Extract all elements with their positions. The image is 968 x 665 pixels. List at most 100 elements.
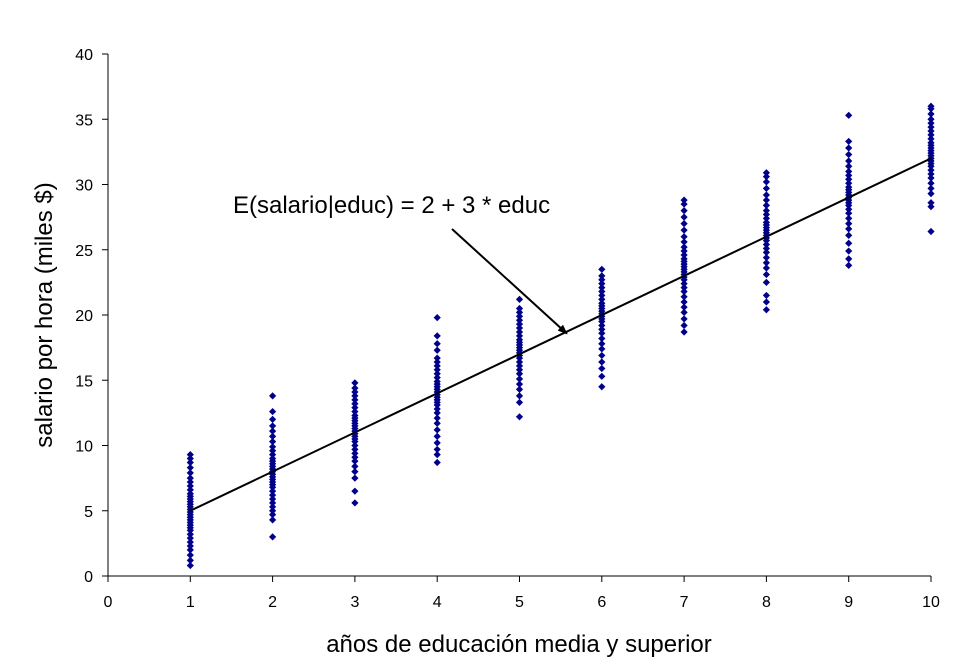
data-point: [186, 490, 194, 498]
data-point: [927, 127, 935, 135]
data-point: [762, 264, 770, 272]
data-point: [845, 225, 853, 233]
data-point: [598, 280, 606, 288]
y-tick-label: 15: [75, 373, 93, 390]
data-point: [515, 358, 524, 366]
data-point: [762, 253, 770, 262]
data-point: [680, 328, 688, 336]
data-point: [186, 469, 194, 477]
x-tick-label: 10: [922, 594, 940, 611]
data-point: [433, 374, 441, 382]
data-point: [269, 503, 277, 511]
data-point: [515, 316, 524, 324]
data-point: [680, 303, 688, 311]
data-point: [351, 457, 359, 465]
data-point: [762, 207, 770, 215]
data-point: [433, 314, 441, 322]
data-point: [927, 174, 935, 182]
data-point: [680, 200, 688, 208]
data-point: [845, 231, 853, 239]
data-point: [515, 328, 524, 336]
data-point: [680, 283, 688, 292]
data-point: [598, 325, 606, 333]
data-point: [680, 321, 688, 330]
data-point: [433, 370, 441, 378]
x-tick-label: 1: [186, 594, 195, 611]
data-point: [515, 392, 524, 400]
data-point: [186, 538, 194, 546]
data-point: [680, 196, 688, 204]
data-point: [515, 308, 524, 316]
data-point: [433, 419, 441, 427]
data-point: [433, 439, 441, 447]
data-point: [269, 511, 277, 519]
data-point: [515, 413, 524, 421]
data-point: [515, 375, 524, 383]
data-point: [927, 135, 935, 143]
data-point: [351, 407, 359, 416]
data-point: [351, 392, 359, 400]
data-point: [269, 491, 277, 499]
y-tick-label: 10: [75, 439, 93, 456]
data-point: [845, 183, 853, 191]
x-tick-label: 0: [104, 594, 113, 611]
data-point: [680, 287, 688, 296]
data-point: [762, 214, 770, 223]
data-point: [927, 203, 935, 211]
data-point: [598, 265, 606, 273]
data-point: [845, 157, 853, 165]
data-point: [598, 291, 606, 300]
data-point: [927, 190, 935, 198]
data-point: [598, 321, 606, 330]
data-point: [845, 150, 853, 159]
x-tick-label: 4: [433, 594, 442, 611]
annotation-arrow: [451, 228, 568, 335]
data-point: [515, 370, 524, 378]
data-point: [927, 227, 935, 236]
data-point: [515, 380, 524, 388]
data-point: [927, 199, 935, 207]
data-point: [598, 345, 606, 353]
data-point: [186, 451, 194, 459]
data-point: [598, 276, 606, 284]
data-point: [762, 240, 770, 249]
data-point: [762, 278, 770, 286]
data-point: [845, 167, 853, 176]
data-point: [186, 454, 194, 463]
data-point: [186, 474, 194, 482]
data-point: [433, 451, 441, 459]
data-point: [762, 298, 770, 306]
data-point: [927, 102, 935, 110]
data-point: [433, 458, 441, 467]
data-point: [762, 306, 770, 314]
y-tick-label: 30: [75, 178, 93, 195]
data-point: [927, 184, 935, 193]
data-point: [927, 139, 935, 147]
data-point: [762, 178, 770, 186]
data-point: [680, 220, 688, 228]
data-point: [433, 414, 441, 422]
data-point: [433, 377, 441, 386]
data-point: [269, 427, 277, 435]
data-point: [351, 379, 359, 387]
x-tick-label: 5: [515, 594, 524, 611]
data-point: [186, 530, 194, 538]
data-point: [351, 400, 359, 408]
data-point: [186, 542, 194, 550]
y-axis-ticks: 0 5 10 15 20 25 30 35 40: [75, 47, 108, 586]
data-point: [927, 110, 935, 118]
data-point: [351, 453, 359, 461]
data-point: [762, 173, 770, 181]
data-point: [762, 244, 770, 253]
annotation-text: E(salario|educ) = 2 + 3 * educ: [233, 192, 550, 219]
data-point: [598, 295, 606, 303]
data-point: [762, 201, 770, 209]
y-tick-label: 0: [84, 569, 93, 586]
data-point: [269, 447, 277, 455]
data-point: [269, 507, 277, 515]
data-point: [927, 179, 935, 187]
data-point: [598, 372, 606, 380]
data-point: [598, 334, 606, 343]
data-points: [186, 102, 935, 570]
data-point: [762, 270, 770, 279]
